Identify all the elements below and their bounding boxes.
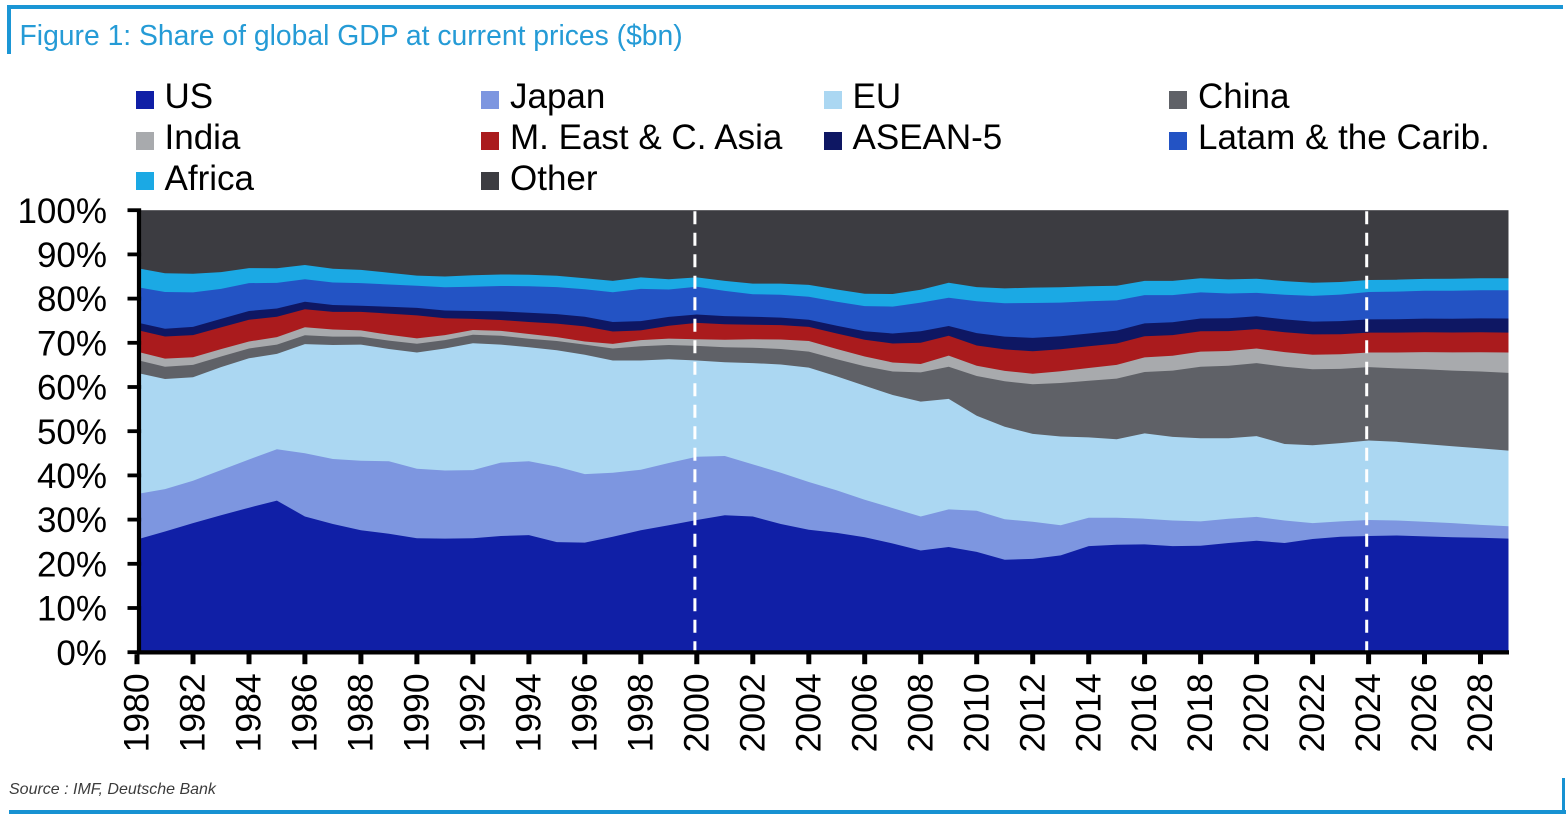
svg-text:2014: 2014 — [1068, 673, 1108, 752]
svg-text:0%: 0% — [56, 634, 107, 673]
svg-text:1996: 1996 — [564, 673, 604, 752]
svg-text:1980: 1980 — [117, 673, 157, 752]
svg-text:2020: 2020 — [1236, 673, 1276, 752]
svg-text:1986: 1986 — [285, 673, 325, 752]
svg-text:100%: 100% — [17, 192, 107, 231]
svg-text:2026: 2026 — [1404, 673, 1444, 752]
svg-text:1990: 1990 — [397, 673, 437, 752]
svg-text:70%: 70% — [37, 324, 107, 363]
svg-text:1984: 1984 — [229, 673, 269, 752]
svg-text:2012: 2012 — [1012, 673, 1052, 752]
svg-text:90%: 90% — [37, 236, 107, 275]
svg-text:2024: 2024 — [1348, 673, 1388, 752]
svg-text:60%: 60% — [37, 369, 107, 408]
svg-text:30%: 30% — [37, 501, 107, 540]
svg-text:2004: 2004 — [788, 673, 828, 752]
svg-text:2000: 2000 — [676, 673, 716, 752]
svg-text:1988: 1988 — [341, 673, 381, 752]
svg-text:2028: 2028 — [1460, 673, 1500, 752]
svg-text:50%: 50% — [37, 413, 107, 452]
svg-text:80%: 80% — [37, 280, 107, 319]
svg-text:1992: 1992 — [453, 673, 493, 752]
svg-text:2016: 2016 — [1124, 673, 1164, 752]
svg-text:2002: 2002 — [732, 673, 772, 752]
svg-text:1982: 1982 — [173, 673, 213, 752]
svg-text:1994: 1994 — [509, 673, 549, 752]
svg-text:2010: 2010 — [956, 673, 996, 752]
svg-text:2006: 2006 — [844, 673, 884, 752]
svg-text:1998: 1998 — [620, 673, 660, 752]
svg-text:20%: 20% — [37, 545, 107, 584]
svg-text:10%: 10% — [37, 590, 107, 629]
svg-text:2022: 2022 — [1292, 673, 1332, 752]
svg-text:40%: 40% — [37, 457, 107, 496]
svg-text:2008: 2008 — [900, 673, 940, 752]
svg-text:2018: 2018 — [1180, 673, 1220, 752]
